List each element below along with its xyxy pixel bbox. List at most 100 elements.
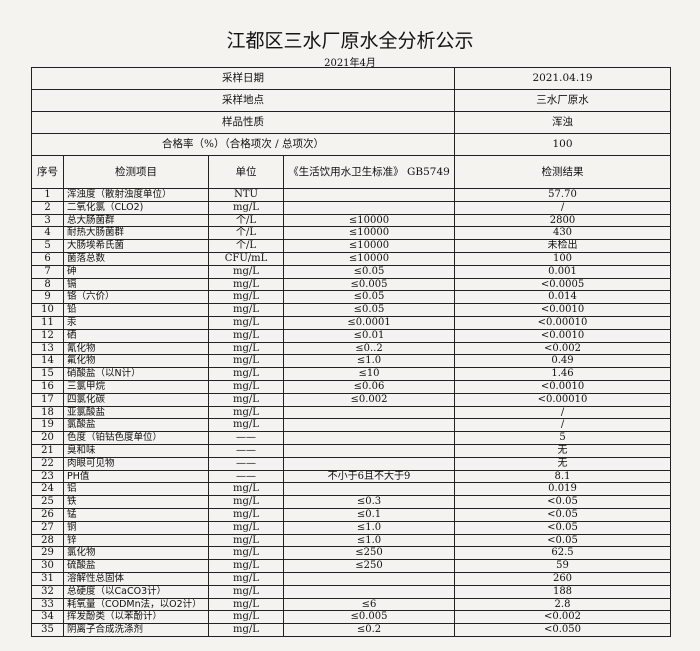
cell: 430 — [454, 226, 671, 241]
cell: 59 — [454, 559, 671, 573]
cell: 28 — [31, 533, 64, 548]
cell: 铁 — [63, 495, 209, 509]
cell: ≤10000 — [283, 239, 455, 253]
cell: 臭和味 — [63, 443, 209, 458]
info-row: 合格率（%）（合格项次 / 总项次） 100 — [31, 133, 671, 156]
table-row: 28 锌 mg/L ≤1.0 <0.05 — [31, 533, 671, 548]
table-row: 27 铜 mg/L ≤1.0 <0.05 — [31, 520, 671, 535]
cell: ≤0.2 — [283, 623, 455, 637]
table-row: 25 铁 mg/L ≤0.3 <0.05 — [31, 495, 671, 509]
cell: <0.05 — [454, 533, 671, 548]
cell: 7 — [31, 264, 64, 279]
info-row: 采样日期 2021.04.19 — [31, 67, 671, 90]
cell: ≤1.0 — [283, 533, 455, 548]
cell: 6 — [31, 251, 64, 266]
info-value: 三水厂原水 — [454, 89, 671, 112]
cell: 未检出 — [454, 239, 671, 253]
cell: ≤0.0001 — [283, 315, 455, 330]
cell: 肉眼可见物 — [63, 456, 209, 471]
info-row: 样品性质 浑浊 — [31, 111, 671, 134]
cell: 5 — [454, 431, 671, 445]
cell: mg/L — [208, 264, 284, 279]
table-row: 11 汞 mg/L ≤0.0001 <0.00010 — [31, 315, 671, 330]
table-row: 8 镉 mg/L ≤0.005 <0.0005 — [31, 277, 671, 292]
cell: 0.019 — [454, 482, 671, 497]
cell: 26 — [31, 507, 64, 522]
cell: mg/L — [208, 507, 284, 522]
table-row: 12 硒 mg/L ≤0.01 <0.0010 — [31, 328, 671, 343]
cell: 无 — [454, 456, 671, 471]
cell: mg/L — [208, 559, 284, 573]
cell: / — [454, 405, 671, 420]
cell: <0.05 — [454, 495, 671, 509]
cell: 35 — [31, 623, 64, 637]
cell — [283, 456, 455, 471]
cell: mg/L — [208, 328, 284, 343]
cell: 汞 — [63, 315, 209, 330]
table-row: 16 三氯甲烷 mg/L ≤0.06 <0.0010 — [31, 379, 671, 394]
cell: 34 — [31, 610, 64, 625]
cell: 不小于6且不大于9 — [283, 469, 455, 484]
cell: 镉 — [63, 277, 209, 292]
cell: mg/L — [208, 277, 284, 292]
cell — [283, 405, 455, 420]
cell: 57.70 — [454, 188, 671, 202]
cell: 29 — [31, 546, 64, 561]
cell: 铬（六价） — [63, 290, 209, 305]
cell: 锌 — [63, 533, 209, 548]
cell: 188 — [454, 584, 671, 599]
cell: 挥发酚类（以苯酚计） — [63, 610, 209, 625]
cell: 15 — [31, 367, 64, 381]
cell: ≤1.0 — [283, 354, 455, 369]
cell: 30 — [31, 559, 64, 573]
cell — [283, 443, 455, 458]
cell: mg/L — [208, 303, 284, 317]
cell: mg/L — [208, 354, 284, 369]
table-row: 31 溶解性总固体 mg/L 260 — [31, 571, 671, 586]
cell: mg/L — [208, 367, 284, 381]
table-row: 13 氰化物 mg/L ≤0..2 <0.002 — [31, 341, 671, 356]
cell: ≤0.005 — [283, 277, 455, 292]
cell: 4 — [31, 226, 64, 241]
cell: ≤0.1 — [283, 507, 455, 522]
cell: 硝酸盐（以N计） — [63, 367, 209, 381]
column-header: 序号 — [31, 155, 64, 189]
cell: 13 — [31, 341, 64, 356]
cell: 耗氧量（CODMn法，以O2计） — [63, 597, 209, 612]
cell: 11 — [31, 315, 64, 330]
cell: 32 — [31, 584, 64, 599]
cell — [283, 482, 455, 497]
cell: 20 — [31, 431, 64, 445]
cell: ≤10000 — [283, 251, 455, 266]
cell: mg/L — [208, 405, 284, 420]
cell: ≤0.05 — [283, 303, 455, 317]
cell: 9 — [31, 290, 64, 305]
cell: 16 — [31, 379, 64, 394]
cell: ≤0.005 — [283, 610, 455, 625]
table-row: 4 耐热大肠菌群 个/L ≤10000 430 — [31, 226, 671, 241]
table-row: 6 菌落总数 CFU/mL ≤10000 100 — [31, 251, 671, 266]
table-row: 2 二氧化氯（CLO2) mg/L / — [31, 200, 671, 215]
cell: 四氯化碳 — [63, 392, 209, 407]
cell: mg/L — [208, 392, 284, 407]
cell: <0.05 — [454, 507, 671, 522]
cell: mg/L — [208, 495, 284, 509]
cell: 31 — [31, 571, 64, 586]
cell: 27 — [31, 520, 64, 535]
cell: ≤0.002 — [283, 392, 455, 407]
cell: 0.49 — [454, 354, 671, 369]
cell: PH值 — [63, 469, 209, 484]
cell: 浑浊度（散射浊度单位） — [63, 188, 209, 202]
cell: ≤0..2 — [283, 341, 455, 356]
cell: 22 — [31, 456, 64, 471]
cell: 33 — [31, 597, 64, 612]
cell: NTU — [208, 188, 284, 202]
cell: mg/L — [208, 571, 284, 586]
cell: ≤0.05 — [283, 290, 455, 305]
cell: <0.00010 — [454, 315, 671, 330]
cell: 10 — [31, 303, 64, 317]
cell: mg/L — [208, 623, 284, 637]
table-row: 10 铅 mg/L ≤0.05 <0.0010 — [31, 303, 671, 317]
table-row: 17 四氯化碳 mg/L ≤0.002 <0.00010 — [31, 392, 671, 407]
cell: 氯酸盐 — [63, 418, 209, 433]
